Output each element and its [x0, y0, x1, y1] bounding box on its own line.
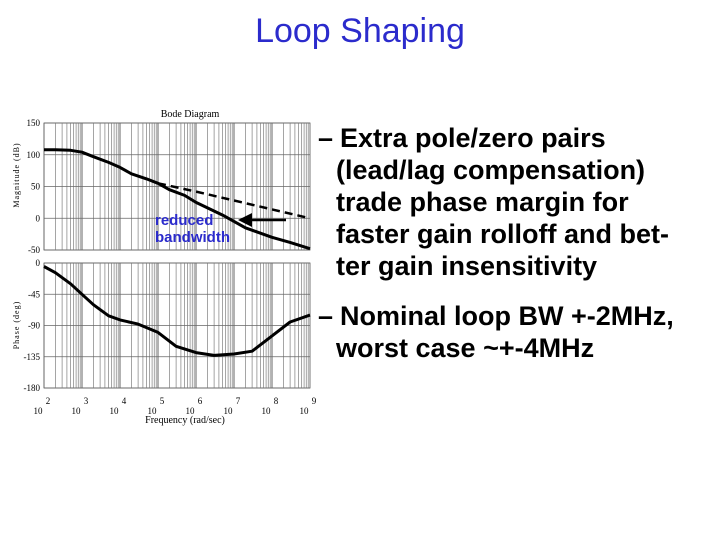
bullet-line: (lead/lag compensation) [336, 155, 646, 185]
bullet-marker: – [318, 123, 334, 153]
x-tick-base: 10 [186, 406, 196, 416]
annotation-label: reduced [155, 212, 213, 229]
y-tick-label: 0 [36, 258, 41, 268]
x-tick-base: 10 [110, 406, 120, 416]
annotation-arrowhead [238, 213, 252, 227]
bullet-loop-bandwidth: – Nominal loop BW +-2MHz, worst case ~+-… [318, 300, 674, 364]
bullet-line: Extra pole/zero pairs [340, 123, 606, 153]
bullet-line: faster gain rolloff and bet- [336, 219, 670, 249]
x-tick-base: 10 [262, 406, 272, 416]
y-tick-label: -90 [28, 321, 40, 331]
x-tick-exponent: 2 [46, 396, 51, 406]
slide-title: Loop Shaping [255, 12, 465, 50]
bullet-marker: – [318, 301, 334, 331]
x-tick-exponent: 6 [198, 396, 203, 406]
bullet-line: ter gain insensitivity [336, 251, 598, 281]
magnitude-axis-label: Magnitude (dB) [12, 142, 21, 207]
x-tick-base: 10 [72, 406, 82, 416]
annotation-label: bandwidth [155, 229, 230, 246]
x-tick-exponent: 3 [84, 396, 89, 406]
y-tick-label: -135 [24, 352, 41, 362]
y-tick-label: -45 [28, 289, 40, 299]
y-tick-label: 50 [31, 182, 41, 192]
bullet-line: Nominal loop BW +-2MHz, [340, 301, 674, 331]
series-line [43, 265, 311, 357]
series-line [44, 148, 311, 251]
y-tick-label: 100 [27, 150, 41, 160]
bullet-lead-lag: – Extra pole/zero pairs (lead/lag compen… [318, 122, 669, 282]
y-tick-label: 0 [36, 213, 41, 223]
y-tick-label: -50 [28, 245, 40, 255]
bode-diagram: Bode Diagram Magnitude (dB) Phase (deg) … [12, 109, 317, 426]
x-tick-exponent: 5 [160, 396, 165, 406]
bullet-line: trade phase margin for [336, 187, 629, 217]
x-tick-exponent: 4 [122, 396, 127, 406]
x-tick-exponent: 8 [274, 396, 279, 406]
bullet-line: worst case ~+-4MHz [336, 333, 595, 363]
y-tick-label: 150 [27, 118, 41, 128]
y-tick-label: -180 [24, 383, 41, 393]
x-tick-base: 10 [300, 406, 310, 416]
x-tick-base: 10 [148, 406, 158, 416]
phase-axis-label: Phase (deg) [12, 301, 21, 350]
frequency-axis-label: Frequency (rad/sec) [145, 415, 225, 426]
bode-title: Bode Diagram [161, 109, 220, 120]
x-tick-exponent: 9 [312, 396, 317, 406]
x-tick-base: 10 [34, 406, 44, 416]
x-tick-exponent: 7 [236, 396, 241, 406]
x-tick-base: 10 [224, 406, 234, 416]
